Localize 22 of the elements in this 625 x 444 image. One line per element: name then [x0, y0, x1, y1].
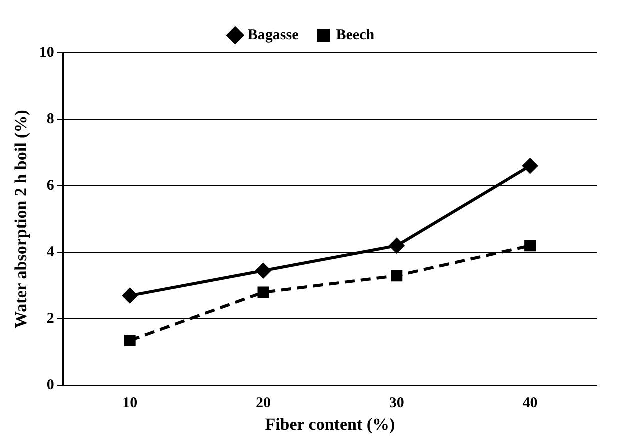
y-tick-label: 8 — [46, 111, 54, 128]
x-tick-label: 30 — [389, 395, 404, 412]
y-tick-label: 6 — [46, 178, 55, 194]
legend-label: Beech — [336, 27, 376, 44]
x-tick-label: 40 — [522, 395, 538, 412]
x-tick-label: 20 — [256, 395, 271, 412]
x-tick-label: 10 — [122, 395, 138, 412]
point — [122, 288, 138, 304]
y-tick-label: 0 — [46, 377, 54, 394]
point — [258, 286, 270, 298]
point — [522, 158, 538, 174]
point — [124, 334, 136, 346]
point — [524, 240, 536, 252]
point — [256, 263, 271, 278]
y-tick-label: 10 — [39, 44, 54, 61]
y-axis-title: Water absorption 2 h boil (%) — [12, 110, 31, 328]
y-tick-label: 2 — [46, 310, 54, 327]
y-tick-label: 4 — [46, 244, 55, 260]
point — [391, 270, 403, 282]
point — [389, 238, 404, 254]
legend-label: Bagasse — [248, 27, 300, 44]
x-axis-title: Fiber content (%) — [265, 415, 396, 434]
